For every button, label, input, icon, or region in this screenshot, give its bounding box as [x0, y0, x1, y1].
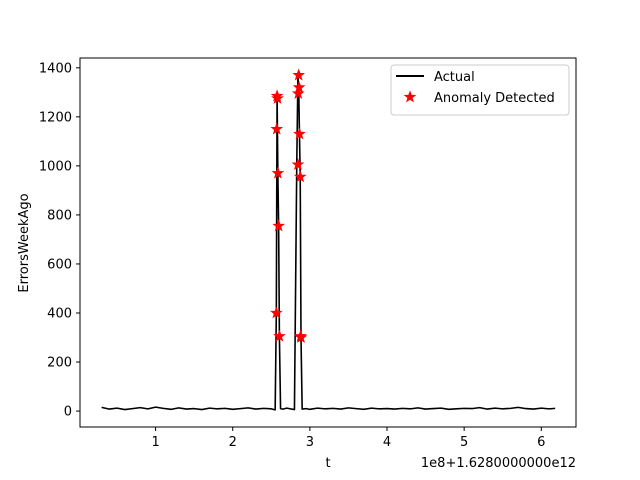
axes-frame [79, 57, 577, 428]
anomaly-point [292, 80, 306, 93]
y-tick-label: 1200 [39, 110, 72, 125]
y-tick-label: 400 [47, 306, 72, 321]
legend-frame [390, 64, 570, 116]
y-axis: 0 200 400 600 800 1000 1200 1400 [39, 61, 80, 420]
anomaly-point [271, 166, 285, 179]
legend: Actual Anomaly Detected [390, 64, 570, 116]
anomaly-point [271, 91, 284, 104]
legend-star-icon [403, 90, 417, 103]
y-tick-label: 200 [47, 356, 72, 371]
anomaly-point [293, 170, 307, 183]
series-line-actual [101, 74, 556, 411]
x-tick-label: 5 [460, 435, 468, 450]
x-tick-label: 2 [229, 435, 237, 450]
x-tick-label: 3 [306, 435, 314, 450]
legend-label-actual: Actual [434, 70, 475, 85]
y-tick-label: 600 [47, 257, 72, 272]
y-tick-label: 0 [64, 405, 72, 420]
y-tick-label: 800 [47, 208, 72, 223]
x-tick-label: 4 [383, 435, 391, 450]
x-axis: 1 2 3 4 5 6 [151, 427, 545, 450]
anomaly-point [291, 158, 305, 171]
x-tick-label: 1 [151, 435, 159, 450]
anomaly-point [294, 329, 307, 342]
x-axis-label: t [325, 456, 330, 471]
anomaly-point [269, 306, 283, 319]
y-tick-label: 1400 [39, 61, 72, 76]
anomaly-point [273, 329, 286, 342]
anomaly-point [293, 127, 306, 140]
y-tick-label: 1000 [39, 159, 72, 174]
anomaly-point [272, 219, 285, 232]
x-tick-label: 6 [537, 435, 545, 450]
x-axis-offset-label: 1e8+1.6280000000e12 [421, 456, 576, 471]
legend-label-anomaly: Anomaly Detected [434, 91, 555, 106]
anomaly-point [270, 122, 284, 135]
y-axis-label: ErrorsWeekAgo [17, 193, 32, 292]
plot-area [101, 68, 556, 411]
anomaly-point [292, 68, 306, 81]
